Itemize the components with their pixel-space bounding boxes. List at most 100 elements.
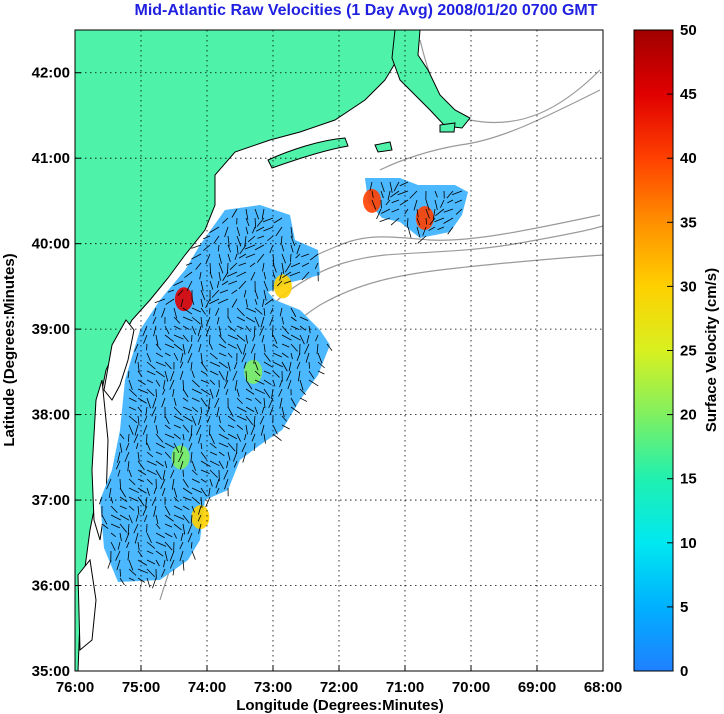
velocity-arrow (245, 415, 254, 425)
velocity-arrow (182, 469, 184, 477)
velocity-arrow (288, 361, 292, 372)
velocity-arrow (254, 397, 262, 404)
velocity-arrow (245, 406, 255, 413)
velocity-arrow (290, 397, 297, 407)
velocity-arrow (106, 478, 112, 490)
velocity-arrow (182, 559, 185, 571)
velocity-arrow (263, 280, 269, 291)
velocity-arrow (227, 316, 232, 324)
velocity-arrow (182, 325, 190, 330)
velocity-arrow (231, 289, 238, 295)
velocity-arrow (254, 298, 258, 305)
velocity-arrow (291, 262, 301, 268)
velocity-arrow (209, 442, 217, 449)
velocity-arrow (218, 442, 229, 448)
velocity-arrow (142, 424, 148, 435)
velocity-arrow (245, 253, 256, 258)
velocity-arrow (124, 451, 130, 463)
velocity-arrow (308, 325, 311, 334)
velocity-arrow (198, 343, 202, 353)
velocity-arrow (146, 460, 157, 466)
velocity-arrow (164, 505, 171, 516)
velocity-arrow (254, 316, 260, 328)
velocity-arrow (191, 397, 200, 402)
velocity-arrow (137, 379, 146, 385)
velocity-arrow (245, 316, 256, 323)
velocity-arrow (128, 433, 130, 442)
velocity-arrow (200, 469, 210, 475)
velocity-arrow (155, 541, 167, 547)
velocity-arrow (404, 208, 409, 215)
colorbar-tick-label: 25 (680, 343, 697, 360)
velocity-arrow (222, 217, 229, 224)
velocity-arrow (224, 478, 229, 490)
velocity-arrow (208, 307, 211, 315)
x-tick-label: 70:00 (452, 679, 490, 696)
velocity-arrow (146, 550, 154, 555)
velocity-arrow (281, 262, 285, 274)
velocity-arrow (234, 253, 238, 260)
velocity-arrow (233, 460, 238, 468)
velocity-arrow (146, 469, 157, 476)
velocity-arrow (101, 523, 109, 529)
velocity-arrow (119, 433, 125, 440)
velocity-arrow (163, 559, 166, 568)
velocity-field-north (365, 178, 468, 238)
velocity-arrow (308, 379, 319, 387)
velocity-arrow (197, 334, 202, 343)
x-tick-label: 76:00 (56, 679, 94, 696)
velocity-arrow (308, 361, 310, 369)
velocity-arrow (142, 505, 148, 516)
velocity-arrow (270, 307, 274, 314)
velocity-arrow (238, 262, 247, 267)
velocity-arrow (216, 316, 220, 325)
colorbar-tick-label: 50 (680, 22, 697, 39)
velocity-arrow (272, 352, 283, 358)
velocity-arrow (209, 226, 220, 233)
velocity-arrow (279, 379, 283, 388)
velocity-arrow (290, 325, 300, 330)
velocity-arrow (223, 379, 229, 389)
velocity-arrow (179, 370, 184, 380)
velocity-arrow (299, 325, 306, 331)
velocity-arrow (245, 307, 257, 313)
velocity-arrow (429, 217, 436, 226)
velocity-arrow (218, 262, 224, 274)
velocity-arrow (199, 271, 202, 280)
velocity-arrow (234, 379, 238, 391)
velocity-arrow (146, 487, 150, 496)
velocity-arrow (296, 361, 301, 370)
velocity-arrow (306, 334, 310, 344)
velocity-arrow (162, 379, 166, 390)
velocity-arrow (137, 559, 148, 566)
velocity-arrow (263, 370, 271, 375)
colorbar-tick-label: 5 (680, 599, 688, 616)
velocity-arrow (155, 451, 163, 455)
velocity-arrow (272, 424, 278, 435)
velocity-arrow (443, 208, 454, 213)
velocity-arrow (273, 217, 283, 224)
velocity-arrow (124, 532, 130, 543)
velocity-arrow (380, 190, 384, 199)
velocity-arrow (155, 460, 164, 467)
velocity-arrow (255, 226, 265, 232)
velocity-arrow (180, 352, 184, 363)
velocity-arrow (281, 334, 292, 341)
velocity-arrow (164, 442, 175, 449)
velocity-arrow (209, 370, 219, 376)
velocity-arrow (187, 523, 193, 535)
colorbar-tick-label: 0 (680, 663, 688, 680)
velocity-arrow (173, 334, 184, 340)
velocity-arrow (245, 388, 255, 395)
velocity-arrow (155, 469, 162, 480)
velocity-arrow (425, 217, 428, 225)
velocity-arrow (108, 487, 112, 498)
chart-title: Mid-Atlantic Raw Velocities (1 Day Avg) … (135, 2, 598, 19)
velocity-arrow (390, 190, 400, 198)
velocity-arrow (214, 397, 220, 409)
velocity-arrow (154, 298, 166, 304)
velocity-arrow (152, 316, 157, 325)
velocity-arrow (434, 190, 438, 198)
velocity-arrow (290, 343, 298, 352)
velocity-arrow (182, 415, 193, 422)
